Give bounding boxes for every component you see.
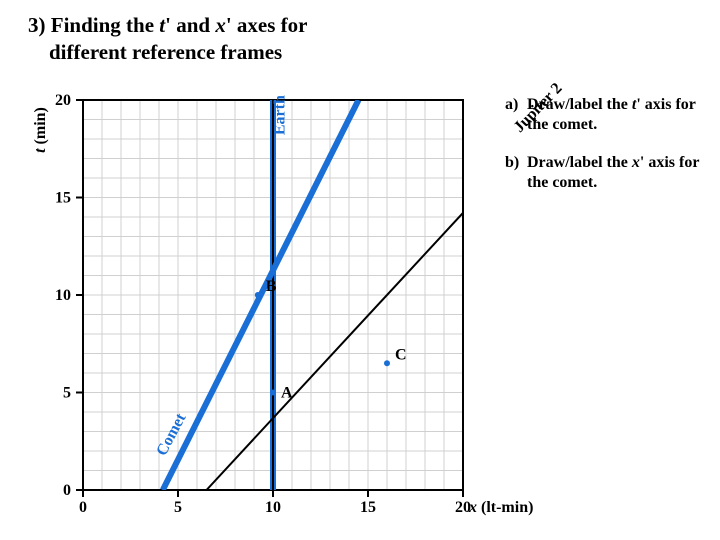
svg-text:5: 5 [174, 499, 182, 516]
title-line2: different reference frames [49, 40, 282, 64]
svg-text:15: 15 [55, 190, 71, 207]
instr-b-label: b) [505, 153, 527, 193]
svg-text:0: 0 [79, 499, 87, 516]
instr-a-text: Draw/label the t' axis for the comet. [527, 95, 710, 135]
svg-text:B: B [266, 278, 277, 295]
svg-text:10: 10 [55, 287, 71, 304]
title-number: 3) [28, 13, 46, 37]
svg-text:A: A [281, 385, 293, 402]
svg-text:20: 20 [55, 92, 71, 109]
instructions: a) Draw/label the t' axis for the comet.… [505, 95, 710, 211]
svg-text:0: 0 [63, 482, 71, 499]
instr-a-label: a) [505, 95, 527, 135]
title-line1: Finding the t' and x' axes for [51, 13, 308, 37]
svg-text:5: 5 [63, 385, 71, 402]
svg-text:C: C [395, 346, 407, 363]
svg-text:x (lt-min): x (lt-min) [468, 499, 533, 516]
svg-text:15: 15 [360, 499, 376, 516]
instr-b-text: Draw/label the x' axis for the comet. [527, 153, 710, 193]
svg-text:t (min): t (min) [32, 107, 49, 153]
svg-text:Earth: Earth [271, 95, 288, 135]
svg-text:10: 10 [265, 499, 281, 516]
spacetime-graph: 0510152005101520t (min)x (lt-min)ABCEart… [28, 90, 498, 535]
